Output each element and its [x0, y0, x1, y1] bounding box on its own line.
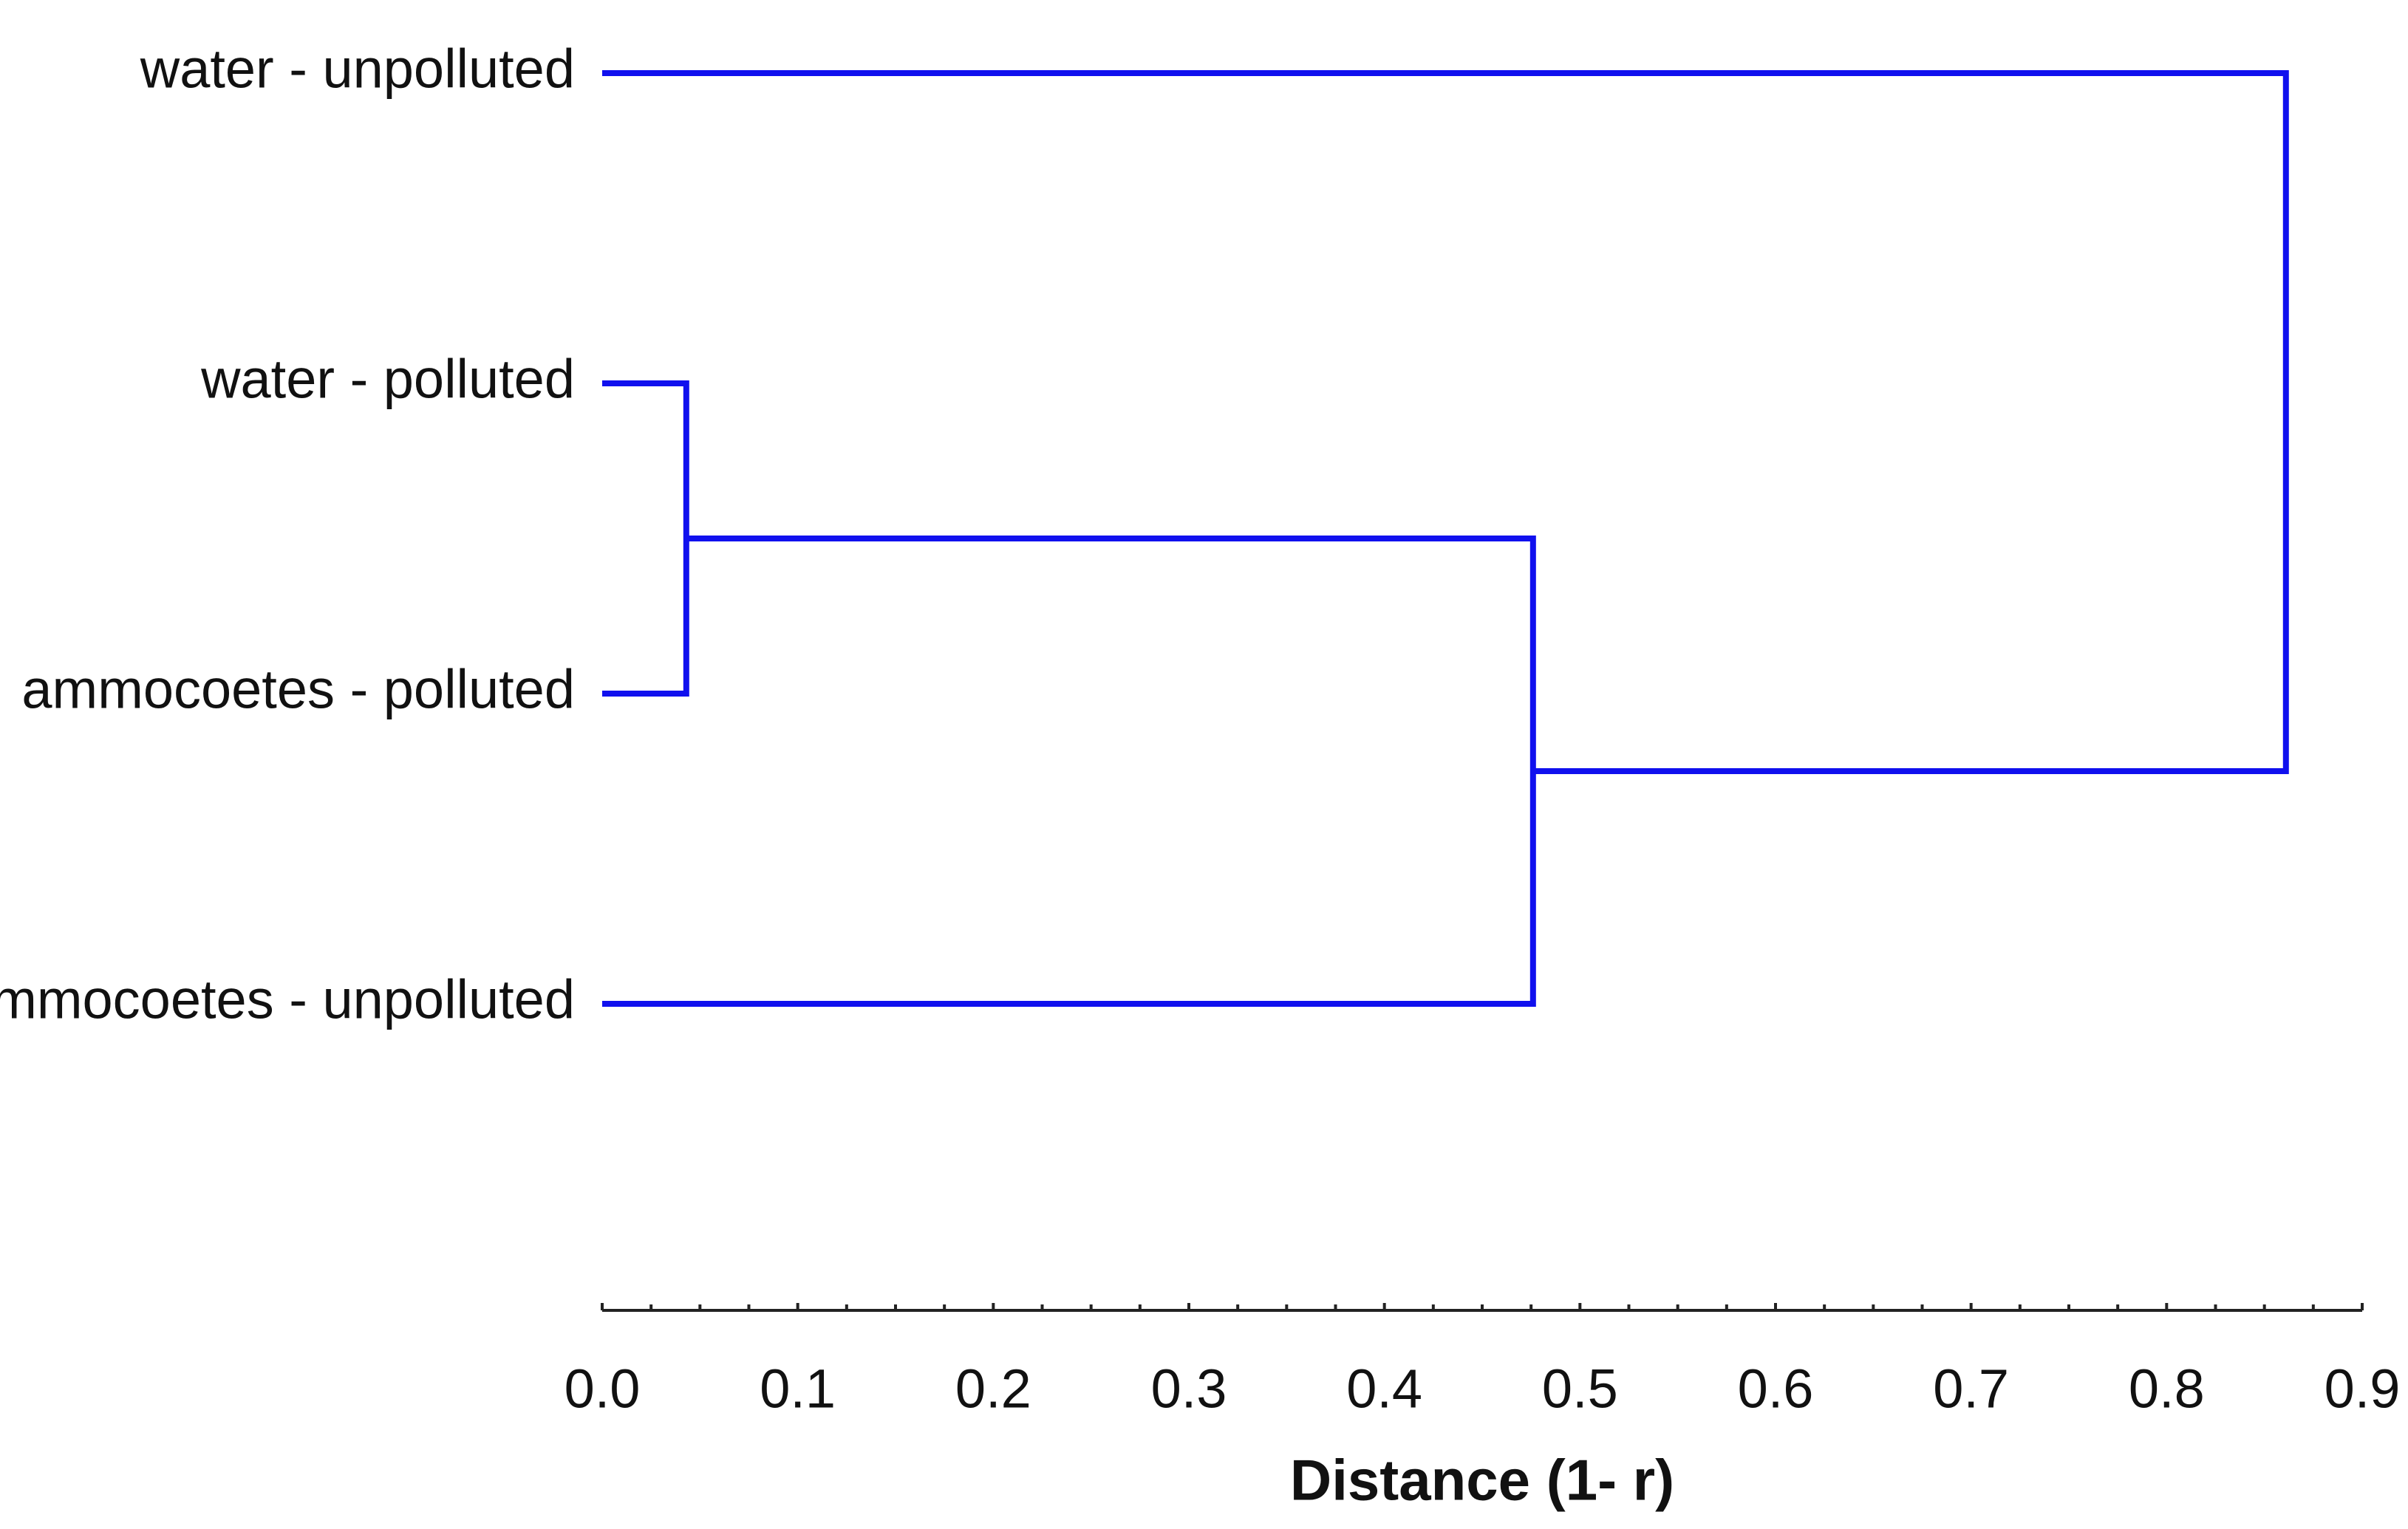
x-tick-label: 0.4 [1346, 1358, 1422, 1420]
x-tick-label: 0.2 [955, 1358, 1031, 1420]
x-tick-label: 0.7 [1933, 1358, 2009, 1420]
x-tick-label: 0.9 [2325, 1358, 2401, 1420]
dendrogram-link [602, 70, 2289, 774]
leaf-label: ammocoetes - polluted [21, 659, 575, 720]
x-tick-label: 0.3 [1151, 1358, 1227, 1420]
leaf-label: water - unpolluted [140, 38, 575, 100]
dendrogram-link [602, 380, 689, 697]
leaf-label: ammocoetes - unpolluted [0, 969, 575, 1030]
x-tick-label: 0.5 [1542, 1358, 1618, 1420]
dendrogram-link [602, 536, 1536, 1007]
x-tick-label: 0.1 [760, 1358, 836, 1420]
x-tick-label: 0.6 [1738, 1358, 1814, 1420]
x-tick-label: 0.8 [2129, 1358, 2205, 1420]
x-tick-label: 0.0 [565, 1358, 641, 1420]
leaf-label: water - polluted [200, 349, 575, 410]
x-axis-title: Distance (1- r) [1290, 1448, 1674, 1513]
